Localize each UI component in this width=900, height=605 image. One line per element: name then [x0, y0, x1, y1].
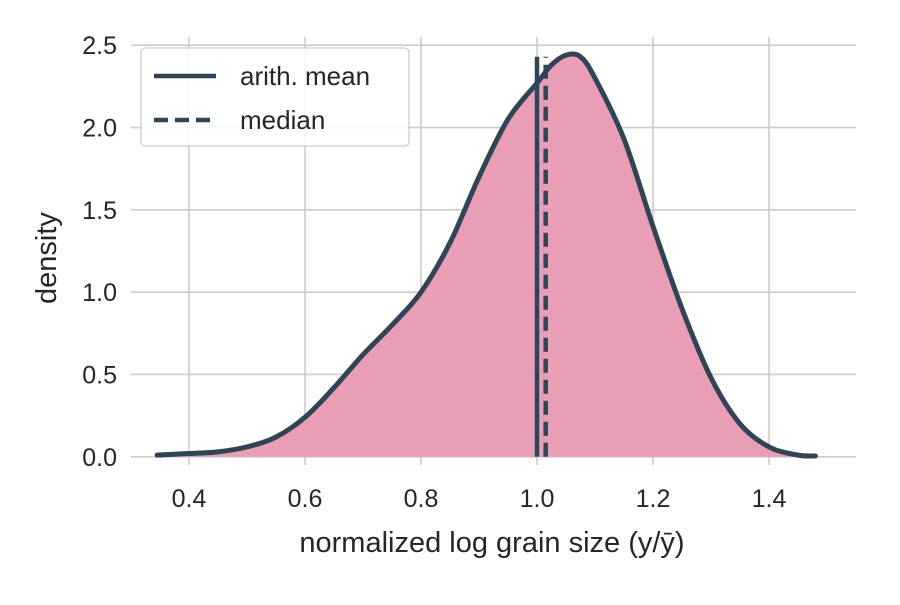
x-tick-label: 1.0 [520, 485, 555, 513]
density-fill [157, 53, 816, 457]
x-tick-label: 1.4 [752, 485, 787, 513]
density-area-layer [157, 53, 816, 457]
density-curve [154, 51, 818, 459]
y-tick-label: 2.5 [82, 32, 117, 60]
y-tick-label: 0.5 [82, 361, 117, 389]
y-tick-label: 1.0 [82, 279, 117, 307]
legend-label-arith-mean: arith. mean [240, 61, 370, 91]
tick-labels: 0.4 0.6 0.8 1.0 1.2 1.4 0.0 0.5 1.0 1.5 2.0 2.5 [82, 32, 786, 513]
y-tick-label: 1.5 [82, 197, 117, 225]
y-tick-label: 2.0 [82, 115, 117, 143]
x-tick-label: 0.6 [288, 485, 323, 513]
legend-label-median: median [240, 105, 325, 135]
legend: arith. mean median [140, 47, 410, 147]
y-tick-label: 0.0 [82, 444, 117, 472]
reference-lines [154, 51, 818, 459]
x-tick-label: 0.8 [404, 485, 439, 513]
x-tick-label: 0.4 [172, 485, 207, 513]
x-tick-label: 1.2 [636, 485, 671, 513]
y-axis-label: density [31, 212, 63, 304]
x-axis-label: normalized log grain size (y/ȳ) [299, 527, 684, 559]
